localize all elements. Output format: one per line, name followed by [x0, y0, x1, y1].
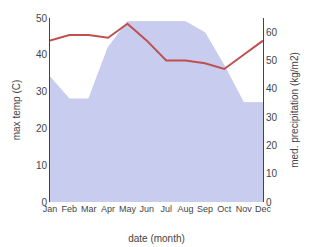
svg-text:Jan: Jan	[43, 204, 58, 214]
svg-text:10: 10	[266, 168, 278, 179]
svg-text:Nov: Nov	[236, 204, 253, 214]
svg-text:Jul: Jul	[160, 204, 172, 214]
svg-text:50: 50	[36, 13, 48, 24]
svg-text:30: 30	[266, 112, 278, 123]
svg-text:10: 10	[36, 160, 48, 171]
svg-text:40: 40	[36, 49, 48, 60]
svg-text:60: 60	[266, 27, 278, 38]
svg-text:May: May	[119, 204, 137, 214]
svg-text:max temp (C): max temp (C)	[11, 80, 22, 141]
svg-text:20: 20	[266, 140, 278, 151]
svg-text:Feb: Feb	[62, 204, 78, 214]
svg-text:Oct: Oct	[217, 204, 232, 214]
svg-text:Sep: Sep	[197, 204, 213, 214]
svg-text:20: 20	[36, 123, 48, 134]
svg-text:0: 0	[266, 197, 272, 208]
svg-text:30: 30	[36, 86, 48, 97]
svg-text:Dec: Dec	[255, 204, 272, 214]
svg-text:40: 40	[266, 83, 278, 94]
svg-text:med. precipitation (kg/m2): med. precipitation (kg/m2)	[289, 52, 300, 168]
svg-text:Jun: Jun	[140, 204, 155, 214]
svg-text:50: 50	[266, 55, 278, 66]
svg-text:0: 0	[41, 197, 47, 208]
svg-text:date (month): date (month)	[128, 233, 185, 244]
svg-text:Apr: Apr	[101, 204, 115, 214]
svg-text:Mar: Mar	[81, 204, 97, 214]
svg-text:Aug: Aug	[178, 204, 194, 214]
